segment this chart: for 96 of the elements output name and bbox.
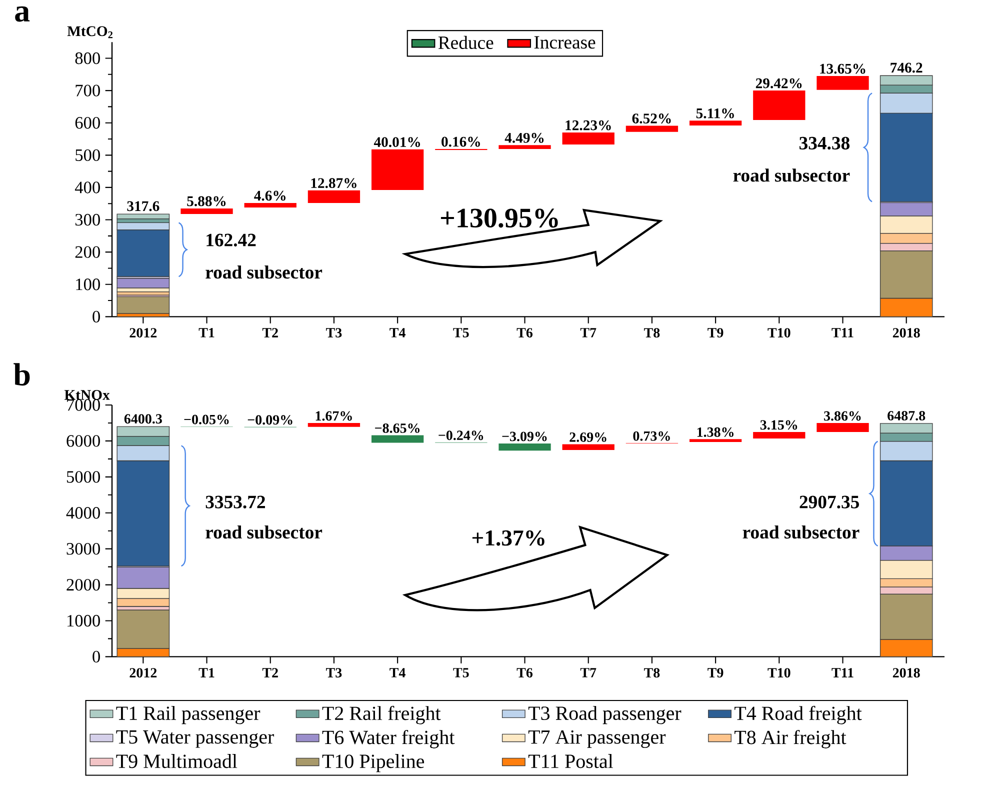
annotation: −8.65% — [375, 423, 420, 433]
x-tick-label: T1 — [198, 328, 214, 338]
x-tick-label: T10 — [768, 668, 790, 678]
annotation: −0.09% — [248, 415, 292, 425]
y-tick-label: 6000 — [66, 435, 100, 447]
legend-label: T2 Rail freight — [322, 706, 441, 724]
total-label: 6400.3 — [124, 414, 162, 424]
y-tick-label: 300 — [75, 214, 100, 226]
y-tick-label: 5000 — [66, 471, 100, 483]
annotation: −3.09% — [502, 432, 547, 442]
y-tick-label: 200 — [75, 246, 100, 258]
y-tick-label: 3000 — [66, 542, 100, 555]
y-tick-label: 100 — [76, 278, 100, 290]
x-tick-label: T3 — [326, 328, 342, 338]
annotation: 13.65% — [820, 64, 866, 74]
annotation: 4.6% — [254, 190, 286, 201]
annotation: 1.67% — [316, 411, 352, 421]
legend-label: T5 Water passenger — [116, 730, 274, 748]
x-tick-label: T2 — [262, 328, 278, 338]
annotation: road subsector — [206, 266, 322, 279]
legend-label: T7 Air passenger — [528, 730, 666, 748]
annotation: 3.86% — [824, 411, 861, 421]
legend-label: T1 Rail passenger — [116, 706, 260, 724]
x-tick-label: T9 — [708, 668, 724, 678]
x-tick-label: T4 — [390, 328, 406, 338]
x-tick-label: T11 — [832, 328, 854, 338]
annotation: 12.23% — [566, 120, 611, 130]
legend-label: T6 Water freight — [322, 730, 455, 748]
x-tick-label: T2 — [262, 668, 278, 678]
x-tick-label: T10 — [768, 328, 790, 338]
legend-label: T10 Pipeline — [322, 754, 424, 772]
chart-title: a — [15, 6, 30, 22]
y-tick-label: 7000 — [67, 399, 100, 411]
annotation: 0.73% — [633, 431, 670, 441]
y-tick-label: 0 — [92, 650, 100, 663]
total-label: 6487.8 — [888, 410, 926, 420]
annotation: 0.16% — [442, 136, 480, 147]
annotation: 2907.35 — [800, 496, 859, 508]
annotation: 334.38 — [800, 136, 850, 150]
y-tick-label: 2000 — [66, 578, 100, 591]
annotation: 5.88% — [187, 196, 226, 206]
annotation: 162.42 — [206, 234, 256, 246]
y-axis-title: KtNOx — [64, 390, 110, 400]
y-tick-label: 500 — [76, 149, 100, 162]
annotation: 3353.72 — [206, 496, 265, 508]
y-tick-label: 0 — [92, 310, 100, 323]
annotation: 2.69% — [570, 432, 606, 442]
y-tick-label: 4000 — [66, 507, 100, 519]
legend-label: Increase — [534, 36, 596, 49]
annotation: 4.49% — [504, 132, 544, 143]
annotation: 1.38% — [697, 427, 734, 437]
annotation: +1.37% — [472, 530, 544, 546]
annotation: 6.52% — [632, 114, 671, 124]
y-axis-title: MtCO$_{2}$ — [67, 26, 113, 38]
x-tick-label: T9 — [708, 328, 724, 338]
annotation: road subsector — [733, 168, 850, 182]
y-tick-label: 700 — [76, 84, 100, 96]
x-tick-label: T1 — [198, 668, 214, 678]
y-tick-label: 800 — [75, 52, 100, 64]
annotation: 29.42% — [756, 78, 802, 88]
x-tick-label: T7 — [580, 668, 596, 678]
legend-label: Reduce — [438, 36, 494, 50]
y-tick-label: 400 — [74, 182, 100, 194]
legend-label: T9 Multimoadl — [116, 754, 238, 768]
annotation: +130.95% — [440, 208, 558, 228]
y-tick-label: 1000 — [67, 614, 100, 627]
x-tick-label: 2012 — [130, 668, 157, 678]
x-tick-label: T7 — [580, 328, 596, 338]
x-tick-label: T8 — [644, 668, 660, 678]
x-tick-label: T5 — [453, 668, 469, 678]
x-tick-label: T11 — [832, 668, 854, 678]
annotation: 3.15% — [760, 420, 798, 430]
annotation: 12.87% — [311, 178, 356, 188]
x-tick-label: T5 — [453, 328, 469, 338]
legend-label: T4 Road freight — [734, 706, 862, 724]
x-tick-label: T4 — [390, 668, 406, 678]
annotation: −0.05% — [184, 414, 229, 424]
annotation: 5.11% — [696, 108, 734, 118]
total-label: 746.2 — [890, 62, 922, 73]
annotation: road subsector — [206, 525, 322, 539]
annotation: −0.24% — [438, 430, 484, 440]
x-tick-label: T6 — [516, 668, 533, 678]
x-tick-label: 2018 — [892, 328, 920, 338]
x-tick-label: 2018 — [892, 668, 920, 678]
chart-title: b — [14, 363, 30, 386]
y-tick-label: 600 — [75, 117, 100, 129]
x-tick-label: 2012 — [130, 328, 157, 338]
legend-label: T8 Air freight — [734, 730, 846, 748]
x-tick-label: T3 — [326, 668, 342, 678]
legend-label: T11 Postal — [528, 754, 613, 768]
annotation: road subsector — [742, 525, 860, 539]
legend-label: T3 Road passenger — [528, 706, 682, 724]
total-label: 317.6 — [127, 201, 160, 212]
annotation: 40.01% — [374, 137, 420, 148]
x-tick-label: T6 — [516, 328, 533, 338]
x-tick-label: T8 — [644, 328, 660, 338]
